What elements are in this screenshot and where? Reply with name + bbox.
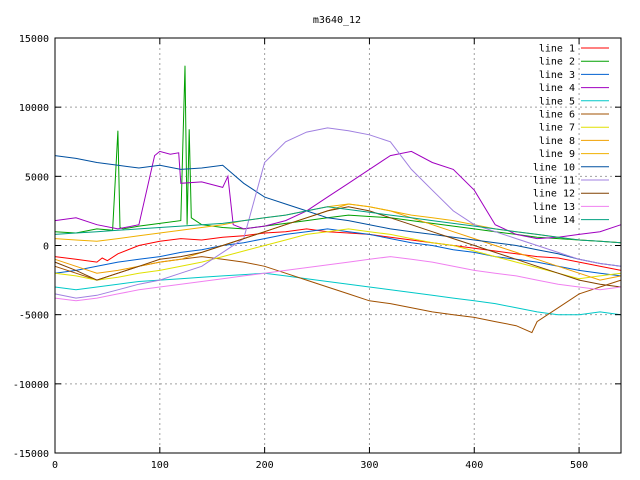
grid-lines xyxy=(55,38,621,453)
x-tick-label: 300 xyxy=(360,460,378,471)
legend-label: line 12 xyxy=(533,189,575,200)
legend-label: line 9 xyxy=(539,149,575,160)
series-line-8 xyxy=(54,203,622,281)
series-line-7 xyxy=(54,228,622,281)
x-tick-label: 500 xyxy=(570,460,588,471)
series-line-13 xyxy=(54,256,622,302)
legend-label: line 6 xyxy=(539,110,575,121)
legend-label: line 3 xyxy=(539,70,575,81)
legend-label: line 13 xyxy=(533,202,575,213)
legend-label: line 4 xyxy=(539,83,575,94)
y-tick-label: 0 xyxy=(43,242,49,253)
series-line-14 xyxy=(54,206,622,244)
x-tick-label: 200 xyxy=(256,460,274,471)
series-layer xyxy=(54,65,622,334)
series-line-11 xyxy=(54,127,622,299)
x-tick-label: 100 xyxy=(151,460,169,471)
legend-label: line 11 xyxy=(533,176,575,187)
x-tick-label: 400 xyxy=(465,460,483,471)
y-tick-label: 15000 xyxy=(19,34,49,45)
x-tick-label: 0 xyxy=(52,460,58,471)
y-tick-label: -5000 xyxy=(19,311,49,322)
y-tick-label: 10000 xyxy=(19,103,49,114)
series-line-6 xyxy=(54,256,622,334)
chart-title: m3640_12 xyxy=(313,15,361,26)
y-tick-label: -10000 xyxy=(13,380,49,391)
legend-label: line 5 xyxy=(539,96,575,107)
series-line-12 xyxy=(54,206,622,288)
series-line-5 xyxy=(54,272,622,316)
legend-label: line 14 xyxy=(533,215,575,226)
legend-label: line 1 xyxy=(539,44,575,55)
y-tick-label: 5000 xyxy=(25,172,49,183)
axis-ticks: 0 100 200 300 400 500 -15000 -10000 -5000 0 5000 10… xyxy=(13,34,621,471)
legend-label: line 8 xyxy=(539,136,575,147)
legend-label: line 2 xyxy=(539,57,575,68)
legend-label: line 10 xyxy=(533,162,575,173)
legend: line 1 line 2 line 3 line 4 line 5 line 6 line… xyxy=(533,44,609,226)
y-tick-label: -15000 xyxy=(13,449,49,460)
legend-label: line 7 xyxy=(539,123,575,134)
series-line-10 xyxy=(54,155,622,267)
